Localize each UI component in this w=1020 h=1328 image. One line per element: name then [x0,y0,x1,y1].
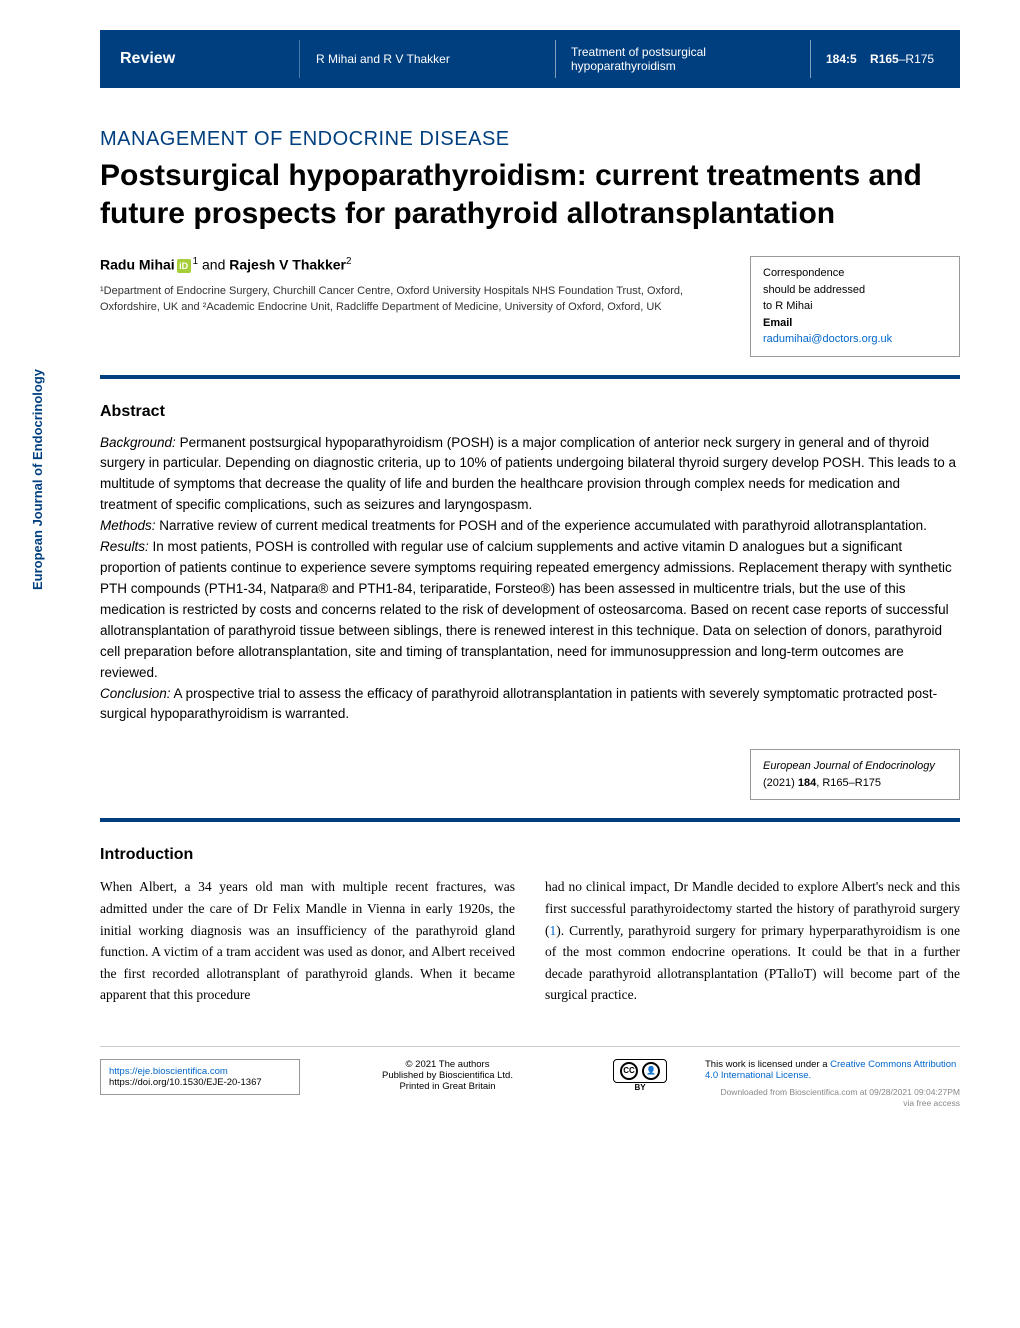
article-title: Postsurgical hypoparathyroidism: current… [100,157,960,232]
abs-methods-text: Narrative review of current medical trea… [156,518,927,533]
author-list: Radu MihaiiD1 and Rajesh V Thakker2 [100,256,726,273]
abs-results-label: Results: [100,539,149,554]
by-label: BY [595,1083,685,1092]
download-line2: via free access [720,1098,960,1109]
divider-rule [100,375,960,379]
author-2-name: Rajesh V Thakker [229,257,346,273]
abs-bg-text: Permanent postsurgical hypoparathyroidis… [100,435,956,513]
citation-year: (2021) [763,777,798,789]
header-short-title: Treatment of postsurgical hypoparathyroi… [555,30,810,88]
corr-line1: Correspondence [763,265,947,282]
citation-pages: , R165–R175 [816,777,881,789]
copyright-line2: Published by Bioscientifica Ltd. [320,1070,575,1081]
journal-url[interactable]: https://eje.bioscientifica.com [109,1066,291,1077]
header-pages: 184:5 R165–R175 [810,30,960,88]
footer-links: https://eje.bioscientifica.com https://d… [100,1059,300,1095]
intro-col2-b: ). Currently, parathyroid surgery for pr… [545,923,960,1003]
abstract-body: Background: Permanent postsurgical hypop… [100,433,960,726]
copyright-line1: © 2021 The authors [320,1059,575,1070]
download-line1: Downloaded from Bioscientifica.com at 09… [720,1087,960,1098]
citation-box: European Journal of Endocrinology (2021)… [750,749,960,800]
volume-issue: 184:5 [826,52,857,66]
cc-icon: CC [620,1062,638,1080]
introduction-heading: Introduction [100,846,960,864]
intro-col-2: had no clinical impact, Dr Mandle decide… [545,876,960,1006]
orcid-icon[interactable]: iD [177,259,191,273]
abs-methods-label: Methods: [100,518,156,533]
short-title-line2: hypoparathyroidism [571,59,794,73]
review-badge: Review [100,30,300,88]
abstract-heading: Abstract [100,403,960,421]
short-title-line1: Treatment of postsurgical [571,45,794,59]
section-label: MANAGEMENT OF ENDOCRINE DISEASE [100,128,960,151]
download-note: Downloaded from Bioscientifica.com at 09… [720,1087,960,1109]
copyright-line3: Printed in Great Britain [320,1081,575,1092]
header-authors-short: R Mihai and R V Thakker [300,30,555,88]
cc-badge: CC 👤 [613,1059,667,1083]
intro-col-1: When Albert, a 34 years old man with mul… [100,876,515,1006]
license-text-a: This work is licensed under a [705,1059,830,1070]
cc-badge-box: CC 👤 BY [595,1059,685,1092]
page-rest: –R175 [899,52,934,66]
doi: https://doi.org/10.1530/EJE-20-1367 [109,1077,291,1088]
corr-email-label: Email [763,317,792,329]
abs-conclusion-label: Conclusion: [100,686,171,701]
corr-line2: should be addressed [763,282,947,299]
divider-rule-2 [100,818,960,822]
citation-vol: 184 [798,777,816,789]
corr-line3: to R Mihai [763,298,947,315]
abs-conclusion-text: A prospective trial to assess the effica… [100,686,937,722]
introduction-body: When Albert, a 34 years old man with mul… [100,876,960,1006]
author-2-affil: 2 [346,256,351,267]
correspondence-box: Correspondence should be addressed to R … [750,256,960,357]
header-bar: Review R Mihai and R V Thakker Treatment… [100,30,960,88]
author-join: and [198,257,229,273]
journal-vertical-label: European Journal of Endocrinology [30,369,45,590]
abs-bg-label: Background: [100,435,176,450]
by-icon: 👤 [642,1062,660,1080]
corr-email[interactable]: radumihai@doctors.org.uk [763,331,947,348]
abs-results-text: In most patients, POSH is controlled wit… [100,539,952,680]
page-start: R165 [870,52,899,66]
footer-license: This work is licensed under a Creative C… [705,1059,960,1081]
citation-journal: European Journal of Endocrinology [763,760,935,772]
footer-copyright: © 2021 The authors Published by Bioscien… [320,1059,575,1092]
affiliations: ¹Department of Endocrine Surgery, Church… [100,283,726,316]
author-1-name: Radu Mihai [100,257,175,273]
